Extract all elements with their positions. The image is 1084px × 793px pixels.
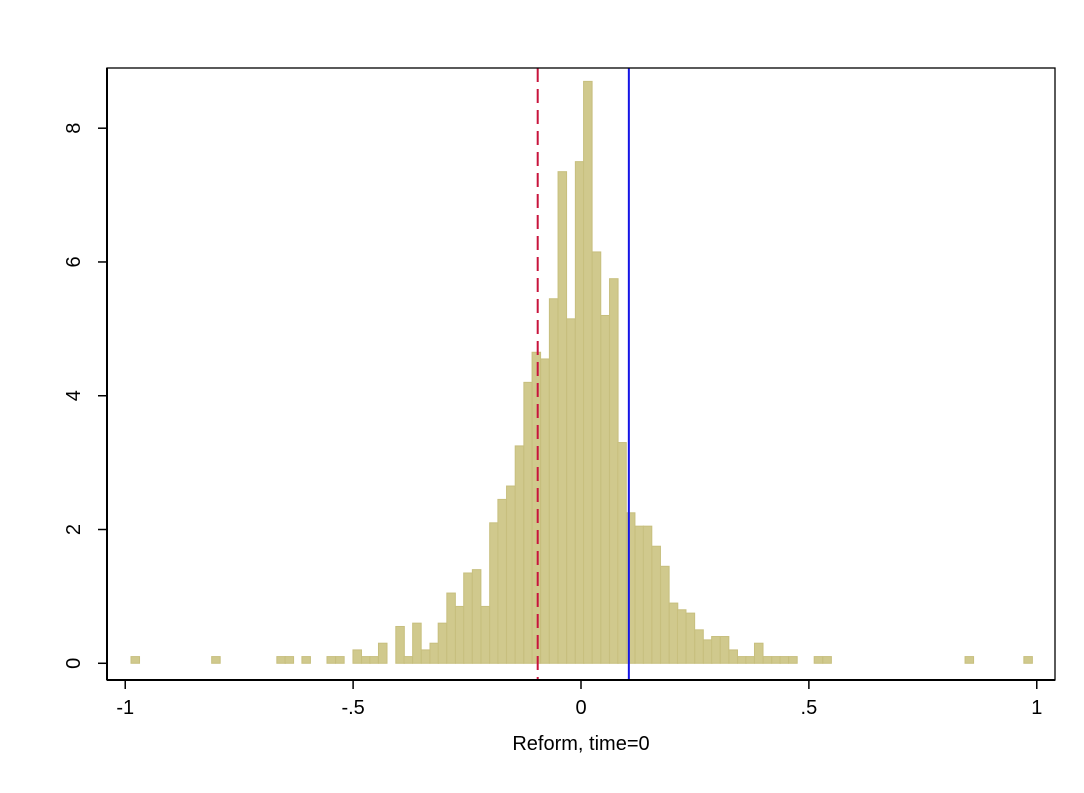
histogram-bar <box>600 314 610 664</box>
histogram-bar <box>574 161 585 664</box>
histogram-bar <box>617 442 627 664</box>
histogram-bar <box>745 656 755 664</box>
y-tick-label: 6 <box>63 256 85 267</box>
histogram-bar <box>211 656 221 664</box>
x-tick-label: .5 <box>801 697 818 719</box>
y-tick-label: 0 <box>63 658 85 669</box>
histogram-bar <box>489 522 499 664</box>
histogram-bar <box>335 656 345 664</box>
histogram-bar <box>651 545 661 664</box>
histogram-bar <box>1023 656 1033 664</box>
histogram-bar <box>591 251 602 664</box>
x-tick-label: 0 <box>575 697 586 719</box>
histogram-bar <box>625 512 636 664</box>
histogram-bar <box>583 80 593 664</box>
y-tick-label: 8 <box>63 123 85 134</box>
histogram-bar <box>361 656 371 664</box>
histogram-bar <box>762 656 773 664</box>
x-tick-label: -1 <box>116 697 134 719</box>
histogram-bar <box>557 171 568 664</box>
histogram-bar <box>668 602 679 664</box>
histogram-bar <box>964 656 975 664</box>
histogram-bar <box>609 278 619 664</box>
histogram-bar <box>711 636 721 664</box>
histogram-bar <box>276 656 286 664</box>
x-tick-label: 1 <box>1031 697 1042 719</box>
histogram-bar <box>788 656 798 664</box>
histogram-bar <box>429 642 440 664</box>
histogram-bar <box>685 612 696 664</box>
histogram-bar <box>369 656 379 664</box>
y-tick-label: 4 <box>63 390 85 401</box>
histogram-bar <box>702 639 713 664</box>
histogram-bar <box>728 649 738 664</box>
histogram-bar <box>676 609 687 664</box>
histogram-bar <box>497 498 507 664</box>
y-tick-label: 2 <box>63 524 85 535</box>
x-axis-ticks: -1 -.5 0 .5 1 <box>116 680 1042 719</box>
histogram-bar <box>779 656 790 664</box>
histogram-bar <box>634 525 645 664</box>
histogram-bar <box>471 569 482 664</box>
histogram-bar <box>437 622 448 664</box>
histogram-bar <box>326 656 337 664</box>
histogram-bar <box>719 636 730 664</box>
histogram-bar <box>660 565 670 664</box>
x-axis-title: Reform, time=0 <box>512 733 649 755</box>
histogram-bar <box>548 298 559 664</box>
histogram-bar <box>284 656 295 664</box>
histogram-bar <box>531 351 542 664</box>
histogram-bar <box>822 656 832 664</box>
histogram-bar <box>301 656 311 664</box>
histogram-bar <box>523 381 533 664</box>
histogram-bar <box>480 605 491 664</box>
histogram-bar <box>753 642 764 664</box>
histogram-bar <box>130 656 141 664</box>
histogram-bars <box>130 80 1033 664</box>
histogram-bar <box>395 625 405 664</box>
histogram-bar <box>813 656 824 664</box>
histogram-bar <box>377 642 388 664</box>
histogram-bar <box>540 358 550 664</box>
reference-lines <box>536 68 630 680</box>
histogram-bar <box>771 656 781 664</box>
histogram-bar <box>463 572 473 664</box>
histogram-bar <box>737 656 747 664</box>
histogram-bar <box>420 649 431 664</box>
x-tick-label: -.5 <box>341 697 364 719</box>
histogram-bar <box>514 445 525 664</box>
histogram-bar <box>403 656 414 664</box>
histogram-bar <box>455 605 465 664</box>
y-axis-ticks: 0 2 4 6 8 <box>63 123 107 669</box>
histogram-bar <box>506 485 516 664</box>
histogram-bar <box>566 318 576 664</box>
histogram-bar <box>352 649 362 664</box>
histogram-bar <box>694 629 704 664</box>
histogram-bar <box>446 592 456 664</box>
histogram-bar <box>412 622 422 664</box>
histogram-bar <box>642 525 653 664</box>
